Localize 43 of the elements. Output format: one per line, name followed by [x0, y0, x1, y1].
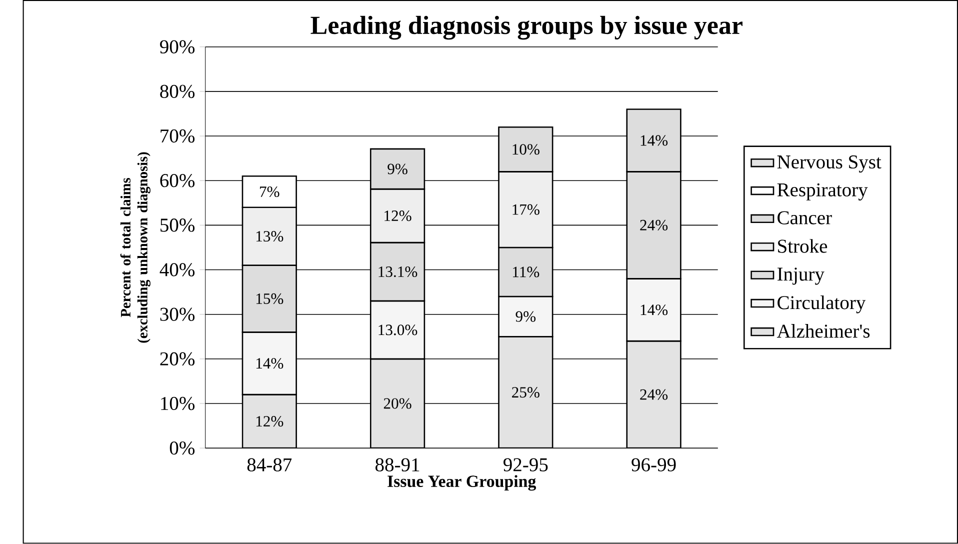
x-tick-label: 88-91 — [375, 458, 420, 472]
data-label: 25% — [512, 387, 540, 398]
data-label: 20% — [384, 398, 412, 409]
y-tick-label: 80% — [160, 84, 195, 98]
legend-label: Alzheimer's — [776, 324, 870, 338]
y-tick-label: 10% — [161, 397, 195, 410]
data-label: 14% — [640, 135, 668, 146]
legend-label: Injury — [777, 268, 824, 285]
legend-label: Stroke — [778, 239, 828, 253]
x-tick-label: 96-99 — [632, 458, 676, 472]
y-tick-label: 30% — [160, 308, 195, 322]
x-axis-title: Issue Year Grouping — [388, 475, 536, 491]
x-tick-label: 84-87 — [247, 458, 292, 472]
chart-title: Leading diagnosis groups by issue year — [310, 16, 742, 40]
data-label: 15% — [256, 294, 284, 304]
data-label: 12% — [256, 416, 284, 427]
data-label: 7% — [260, 186, 280, 198]
x-tick-label: 92-95 — [504, 458, 548, 472]
y-axis-title: Percent of total claims (excluding unknown diagnosis) — [120, 152, 150, 343]
data-label: 9% — [388, 164, 408, 174]
y-tick-label: 90% — [160, 40, 195, 54]
y-tick-label: 20% — [160, 352, 195, 366]
data-label: 11% — [513, 266, 540, 278]
data-label: 13.1% — [378, 266, 418, 278]
legend-label: Circulatory — [778, 296, 866, 314]
data-label: 24% — [640, 220, 668, 231]
y-tick-label: 0% — [170, 442, 195, 455]
data-label: 14% — [256, 358, 284, 369]
y-tick-label: 70% — [160, 130, 195, 143]
data-label: 12% — [384, 210, 412, 222]
y-tick-label: 40% — [160, 263, 195, 277]
legend-label: Nervous Syst — [777, 156, 882, 173]
data-label: 10% — [512, 144, 540, 155]
y-tick-label: 50% — [160, 218, 195, 232]
legend-label: Cancer — [778, 211, 832, 224]
y-tick-label: 60% — [160, 174, 195, 188]
data-label: 13.0% — [378, 324, 418, 336]
data-label: 13% — [256, 231, 284, 242]
data-label: 17% — [512, 204, 540, 215]
data-label: 9% — [516, 311, 536, 322]
data-label: 24% — [640, 389, 668, 400]
data-label: 14% — [640, 304, 668, 316]
legend-label: Respiratory — [777, 183, 868, 201]
